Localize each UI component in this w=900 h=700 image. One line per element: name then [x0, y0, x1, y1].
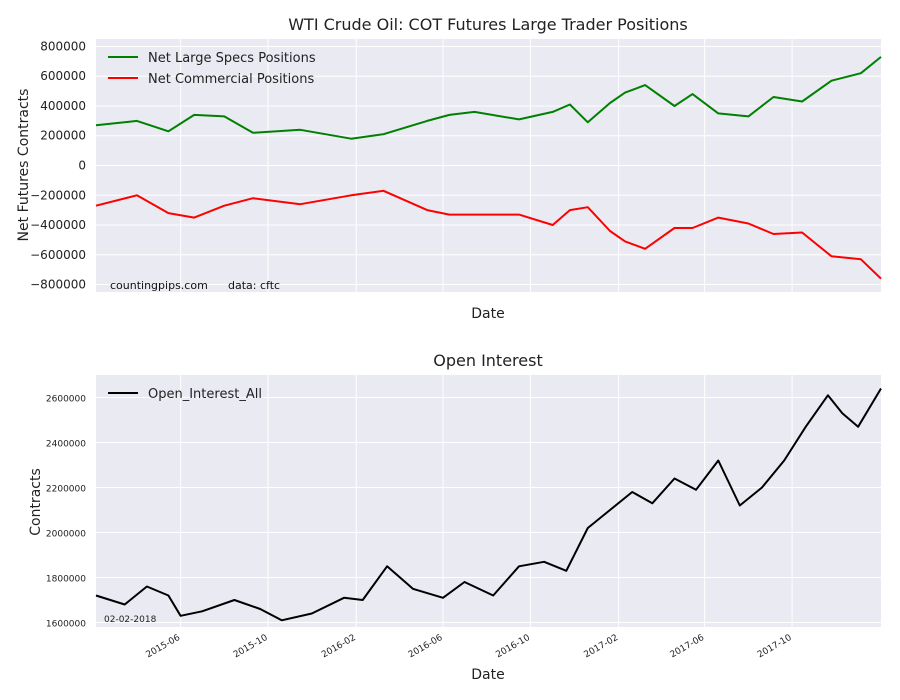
x-tick-label: 2017-06 — [669, 633, 707, 661]
x-tick-label: 2017-02 — [583, 633, 621, 660]
x-tick-label: 2015-06 — [145, 633, 183, 661]
date-annotation: 02-02-2018 — [104, 615, 157, 625]
oi-x-axis-label: Date — [471, 667, 504, 683]
cot-y-ticks: 800000 600000 400000 200000 0 −200000 −400000 −… — [30, 39, 86, 291]
y-tick-label: −800000 — [30, 278, 86, 292]
y-tick-label: 400000 — [40, 99, 86, 113]
y-tick-label: 200000 — [40, 129, 86, 143]
data-annotation: data: cftc — [228, 279, 280, 292]
y-tick-label: −600000 — [30, 248, 86, 262]
y-tick-label: −400000 — [30, 218, 86, 232]
y-tick-label: 2200000 — [46, 485, 86, 495]
legend-label-specs: Net Large Specs Positions — [148, 51, 316, 66]
oi-y-ticks: 2600000 2400000 2200000 2000000 1800000 16000… — [46, 395, 86, 630]
x-tick-label: 2016-06 — [407, 633, 445, 661]
oi-lines — [95, 387, 882, 622]
cot-lines — [95, 56, 882, 280]
cot-grid — [96, 39, 881, 292]
cot-x-axis-label: Date — [471, 306, 504, 322]
source-annotation: countingpips.com — [110, 279, 208, 292]
x-tick-label: 2016-10 — [494, 633, 532, 661]
y-tick-label: 600000 — [40, 69, 86, 83]
y-tick-label: 2400000 — [46, 440, 86, 450]
y-tick-label: 2600000 — [46, 395, 86, 405]
cot-chart: 800000 600000 400000 200000 0 −200000 −400000 −… — [16, 15, 882, 322]
y-tick-label: −200000 — [30, 188, 86, 202]
series-line-0 — [95, 56, 882, 140]
oi-plot-area — [96, 375, 881, 627]
y-tick-label: 800000 — [40, 39, 86, 53]
y-tick-label: 2000000 — [46, 530, 86, 540]
x-tick-label: 2016-02 — [320, 633, 358, 660]
cot-y-axis-label: Net Futures Contracts — [16, 89, 32, 242]
oi-x-ticks: 2015-06 2015-10 2016-02 2016-06 2016-10 2017-… — [145, 633, 794, 661]
series-line-1 — [95, 189, 882, 280]
open-interest-chart: 2600000 2400000 2200000 2000000 1800000 16000… — [28, 351, 882, 683]
cot-legend: Net Large Specs Positions Net Commercial… — [108, 51, 316, 87]
legend-label-commercials: Net Commercial Positions — [148, 72, 314, 87]
x-tick-label: 2015-10 — [232, 633, 270, 661]
x-tick-label: 2017-10 — [756, 633, 794, 661]
y-tick-label: 1800000 — [46, 575, 86, 585]
oi-grid — [96, 375, 881, 627]
cot-title: WTI Crude Oil: COT Futures Large Trader … — [288, 15, 688, 34]
y-tick-label: 0 — [78, 159, 86, 173]
legend-label-open-interest: Open_Interest_All — [148, 387, 262, 402]
series-line-0 — [95, 387, 882, 622]
y-tick-label: 1600000 — [46, 620, 86, 630]
oi-y-axis-label: Contracts — [28, 468, 44, 536]
oi-legend: Open_Interest_All — [108, 387, 262, 402]
oi-title: Open Interest — [433, 351, 542, 370]
